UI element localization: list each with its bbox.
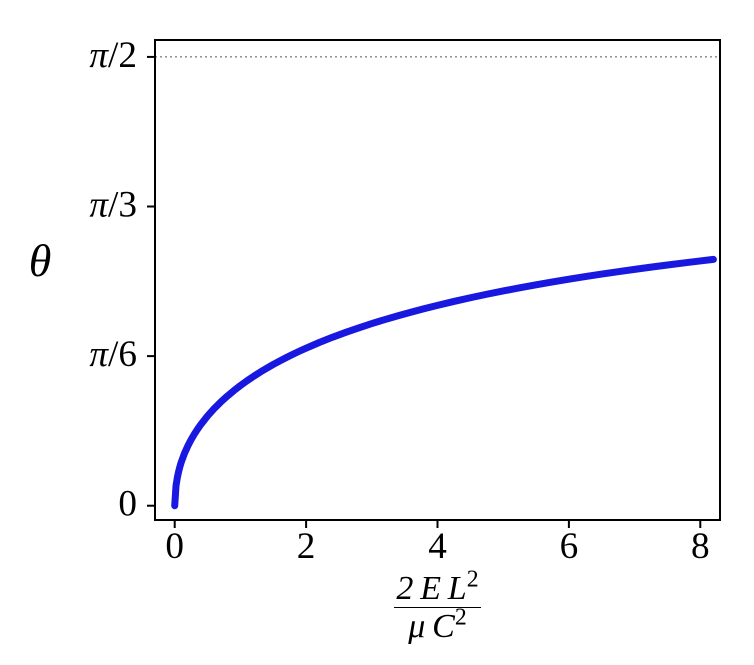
y-axis-label: θ [10, 0, 70, 520]
x-axis-label: 2 E L2 μ C2 [155, 570, 720, 646]
x-tick-label: 4 [428, 526, 447, 567]
x-tick-label: 6 [560, 526, 579, 567]
x-tick-label: 2 [297, 526, 316, 567]
y-tick-label: 0 [118, 484, 137, 525]
y-tick-label: π/2 [89, 35, 137, 76]
xlabel-denominator: μ C2 [394, 608, 480, 645]
xlabel-numerator: 2 E L2 [394, 570, 480, 608]
chart-figure: 0 2 4 6 8 0 π/6 π/3 π/2 θ 2 E L2 μ C2 [0, 0, 754, 665]
x-tick-label: 8 [691, 526, 710, 567]
y-tick-label: π/3 [89, 185, 137, 226]
y-tick-label: π/6 [89, 334, 137, 375]
chart-svg: 0 2 4 6 8 0 π/6 π/3 π/2 [0, 0, 754, 665]
x-tick-label: 0 [165, 526, 184, 567]
